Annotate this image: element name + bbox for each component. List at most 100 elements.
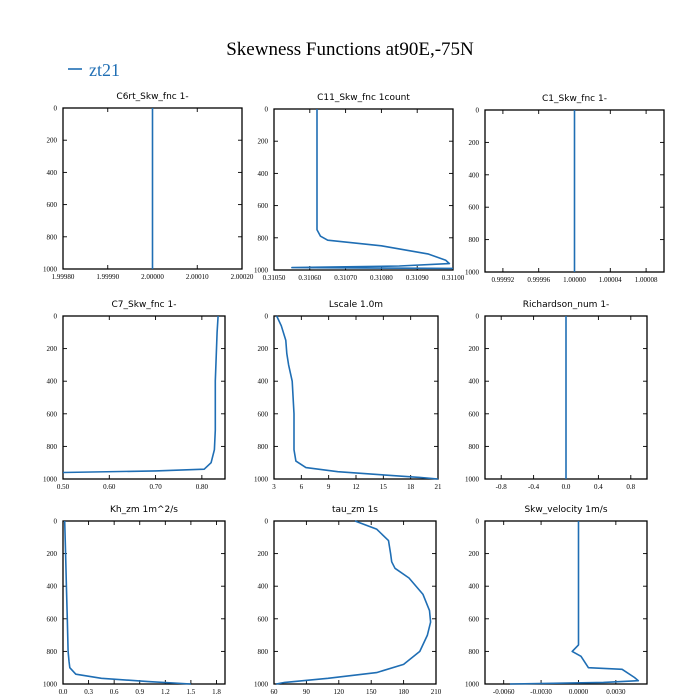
plot-frame <box>62 520 226 685</box>
x-tick-label: 0.31050 <box>263 274 286 282</box>
y-tick-label: 800 <box>258 234 269 242</box>
panel-title: C1_Skw_fnc 1- <box>542 94 607 104</box>
x-tick-label: 1.2 <box>161 688 170 696</box>
panel-title: Skw_velocity 1m/s <box>524 505 607 515</box>
y-tick-label: 600 <box>469 615 480 623</box>
panel-title: C6rt_Skw_fnc 1- <box>116 92 188 102</box>
y-tick-label: 1000 <box>43 476 58 484</box>
x-tick-label: 21 <box>435 483 443 491</box>
x-tick-label: 15 <box>380 483 388 491</box>
x-tick-label: 0.3 <box>84 688 93 696</box>
y-tick-label: 400 <box>469 378 480 386</box>
x-tick-label: 120 <box>334 688 345 696</box>
y-tick-label: 600 <box>258 410 269 418</box>
y-tick-label: 800 <box>258 443 269 451</box>
y-tick-label: 400 <box>469 171 480 179</box>
y-tick-label: 0 <box>476 518 480 526</box>
x-tick-label: 0.99992 <box>492 276 515 284</box>
plot-frame <box>273 315 439 480</box>
y-tick-label: 600 <box>47 615 58 623</box>
y-tick-label: 200 <box>469 345 480 353</box>
y-tick-label: 400 <box>469 583 480 591</box>
x-tick-label: 12 <box>353 483 361 491</box>
x-tick-label: 0.31060 <box>298 274 321 282</box>
panel-title: Richardson_num 1- <box>523 300 610 310</box>
y-tick-label: 1000 <box>465 476 480 484</box>
x-tick-label: 1.00004 <box>599 276 622 284</box>
x-tick-label: 0.60 <box>103 483 116 491</box>
x-tick-label: -0.8 <box>496 483 508 491</box>
x-tick-label: 18 <box>407 483 415 491</box>
y-tick-label: 200 <box>258 138 269 146</box>
y-tick-label: 0 <box>54 518 58 526</box>
x-tick-label: 0.0000 <box>569 688 589 696</box>
x-tick-label: 150 <box>366 688 377 696</box>
y-tick-label: 400 <box>258 583 269 591</box>
y-tick-label: 800 <box>258 648 269 656</box>
x-tick-label: 1.99990 <box>96 273 119 281</box>
x-tick-label: 0.80 <box>196 483 209 491</box>
x-tick-label: 6 <box>300 483 304 491</box>
x-tick-label: 1.00000 <box>563 276 586 284</box>
figure-title: Skewness Functions at90E,-75N <box>226 39 474 60</box>
y-tick-label: 600 <box>47 410 58 418</box>
y-tick-label: 0 <box>54 105 58 113</box>
x-tick-label: 9 <box>327 483 331 491</box>
y-tick-label: 1000 <box>254 476 269 484</box>
y-tick-label: 0 <box>54 313 58 321</box>
legend-label: zt21 <box>89 60 120 80</box>
x-tick-label: 0.0030 <box>606 688 626 696</box>
y-tick-label: 800 <box>47 648 58 656</box>
y-tick-label: 800 <box>47 233 58 241</box>
y-tick-label: 1000 <box>465 269 480 277</box>
y-tick-label: 600 <box>469 410 480 418</box>
x-tick-label: 210 <box>431 688 442 696</box>
x-tick-label: 0.31080 <box>370 274 393 282</box>
y-tick-label: 600 <box>47 201 58 209</box>
y-tick-label: 800 <box>47 443 58 451</box>
chart-panel-6: Richardson_num 1- 0 200 400 600 800 1000 -0.8 -0… <box>465 300 648 491</box>
y-tick-label: 1000 <box>254 267 269 275</box>
y-tick-label: 600 <box>469 204 480 212</box>
x-tick-label: -0.0030 <box>530 688 552 696</box>
y-tick-label: 600 <box>258 615 269 623</box>
y-tick-label: 0 <box>476 313 480 321</box>
chart-panel-9: Skw_velocity 1m/s 0 200 400 600 800 1000 -0.006… <box>465 505 648 696</box>
y-tick-label: 0 <box>265 518 269 526</box>
x-tick-label: 0.99996 <box>527 276 550 284</box>
x-tick-label: 1.00008 <box>635 276 658 284</box>
series-line-zt21 <box>509 521 640 685</box>
x-tick-label: -0.0060 <box>493 688 515 696</box>
x-tick-label: 0.70 <box>149 483 162 491</box>
y-tick-label: 800 <box>469 236 480 244</box>
y-tick-label: 800 <box>469 443 480 451</box>
y-tick-label: 1000 <box>254 681 269 689</box>
y-tick-label: 200 <box>469 550 480 558</box>
panel-title: C11_Skw_fnc 1count <box>317 93 410 103</box>
series-line-zt21 <box>275 315 439 480</box>
plot-frame <box>273 520 437 685</box>
x-tick-label: 0.6 <box>110 688 119 696</box>
x-tick-label: 1.8 <box>212 688 221 696</box>
y-tick-label: 200 <box>47 137 58 145</box>
y-tick-label: 0 <box>265 313 269 321</box>
x-tick-label: 0.0 <box>562 483 571 491</box>
y-tick-label: 1000 <box>465 681 480 689</box>
x-tick-label: 0.31090 <box>406 274 429 282</box>
x-tick-label: 2.00010 <box>186 273 209 281</box>
series-line-zt21 <box>62 315 219 474</box>
x-tick-label: 2.00020 <box>231 273 254 281</box>
series-line-zt21 <box>291 109 454 270</box>
x-tick-label: 0.31070 <box>334 274 357 282</box>
x-tick-label: 0.31100 <box>442 274 465 282</box>
series-line-zt21 <box>63 520 191 685</box>
y-tick-label: 800 <box>469 648 480 656</box>
y-tick-label: 600 <box>258 202 269 210</box>
x-tick-label: 180 <box>398 688 409 696</box>
